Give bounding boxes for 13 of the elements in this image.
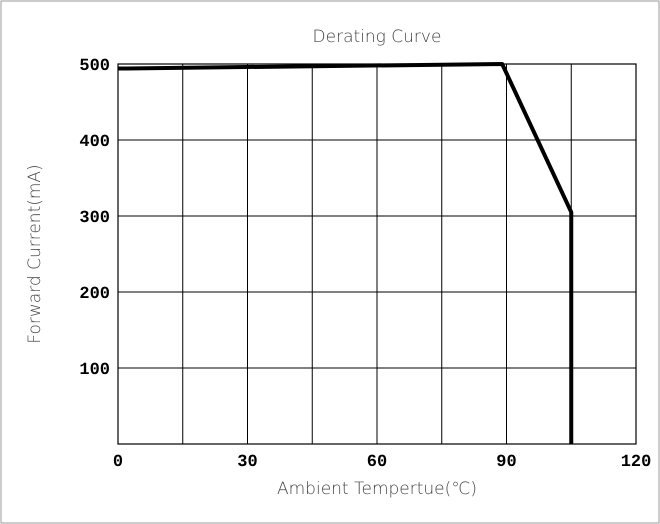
x-tick-label: 90 (496, 453, 517, 472)
y-tick-label: 500 (79, 56, 110, 76)
y-tick-label: 400 (79, 132, 110, 152)
x-tick-label: 0 (112, 453, 124, 472)
y-tick-label: 300 (79, 208, 110, 228)
y-tick-label: 200 (79, 284, 110, 304)
y-tick-label: 100 (79, 360, 110, 380)
x-tick-label: 120 (620, 453, 652, 472)
x-tick-label: 30 (237, 453, 258, 472)
chart-title: Derating Curve (312, 27, 442, 47)
y-axis-title: Forward Current(mA) (25, 164, 45, 344)
x-axis-title: Ambient Tempertue(℃) (276, 479, 478, 499)
x-tick-label: 60 (366, 453, 388, 472)
